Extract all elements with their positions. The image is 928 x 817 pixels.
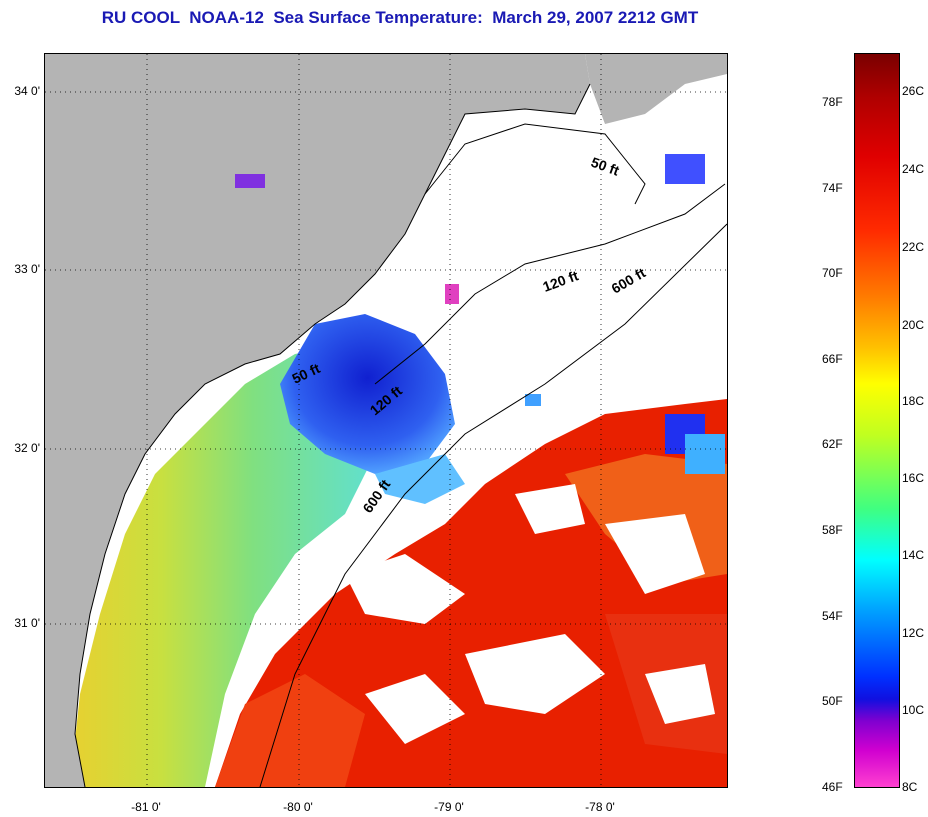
graticule <box>45 54 727 787</box>
lat-label: 33 0' <box>14 262 40 276</box>
colorbar-c-label: 24C <box>902 162 925 176</box>
lon-label: -80 0' <box>283 800 313 814</box>
colorbar-f-label: 70F <box>822 266 843 280</box>
colorbar-f-label: 62F <box>822 437 843 451</box>
colorbar-f-label: 78F <box>822 95 843 109</box>
cold-pocket <box>280 314 455 474</box>
lon-label: -81 0' <box>131 800 161 814</box>
cloud-holes <box>345 484 715 744</box>
isobaths <box>259 123 727 787</box>
colorbar-c-label: 16C <box>902 471 925 485</box>
colorbar-c-label: 20C <box>902 318 925 332</box>
scatter-pixels <box>235 154 725 474</box>
colorbar-c-label: 8C <box>902 780 918 794</box>
land-north <box>585 54 727 124</box>
colorbar-c-label: 26C <box>902 84 925 98</box>
coastline <box>74 83 591 787</box>
colorbar-f-label: 74F <box>822 181 843 195</box>
colorbar-f-label: 66F <box>822 352 843 366</box>
sst-map-canvas: 50 ft 120 ft 600 ft 50 ft 120 ft 600 ft <box>45 54 727 787</box>
isobath-120 <box>374 183 726 385</box>
colorbar-c-label: 14C <box>902 548 925 562</box>
lon-label: -78 0' <box>585 800 615 814</box>
lat-label: 32 0' <box>14 441 40 455</box>
colorbar-f-label: 46F <box>822 780 843 794</box>
lat-label: 31 0' <box>14 616 40 630</box>
colorbar-f-label: 58F <box>822 523 843 537</box>
lon-label: -79 0' <box>434 800 464 814</box>
colorbar-c-label: 22C <box>902 240 925 254</box>
colorbar-f-label: 50F <box>822 694 843 708</box>
colorbar-c-label: 10C <box>902 703 925 717</box>
isobath-50 <box>424 123 646 205</box>
lat-label: 34 0' <box>14 84 40 98</box>
colorbar-c-label: 12C <box>902 626 925 640</box>
colorbar-f-label: 54F <box>822 609 843 623</box>
isobath-600 <box>259 223 727 787</box>
land <box>45 54 590 787</box>
map-title: RU COOL NOAA-12 Sea Surface Temperature:… <box>101 8 699 27</box>
sst-map: 50 ft 120 ft 600 ft 50 ft 120 ft 600 ft <box>44 53 728 788</box>
colorbar <box>854 53 900 788</box>
colorbar-c-label: 18C <box>902 394 925 408</box>
